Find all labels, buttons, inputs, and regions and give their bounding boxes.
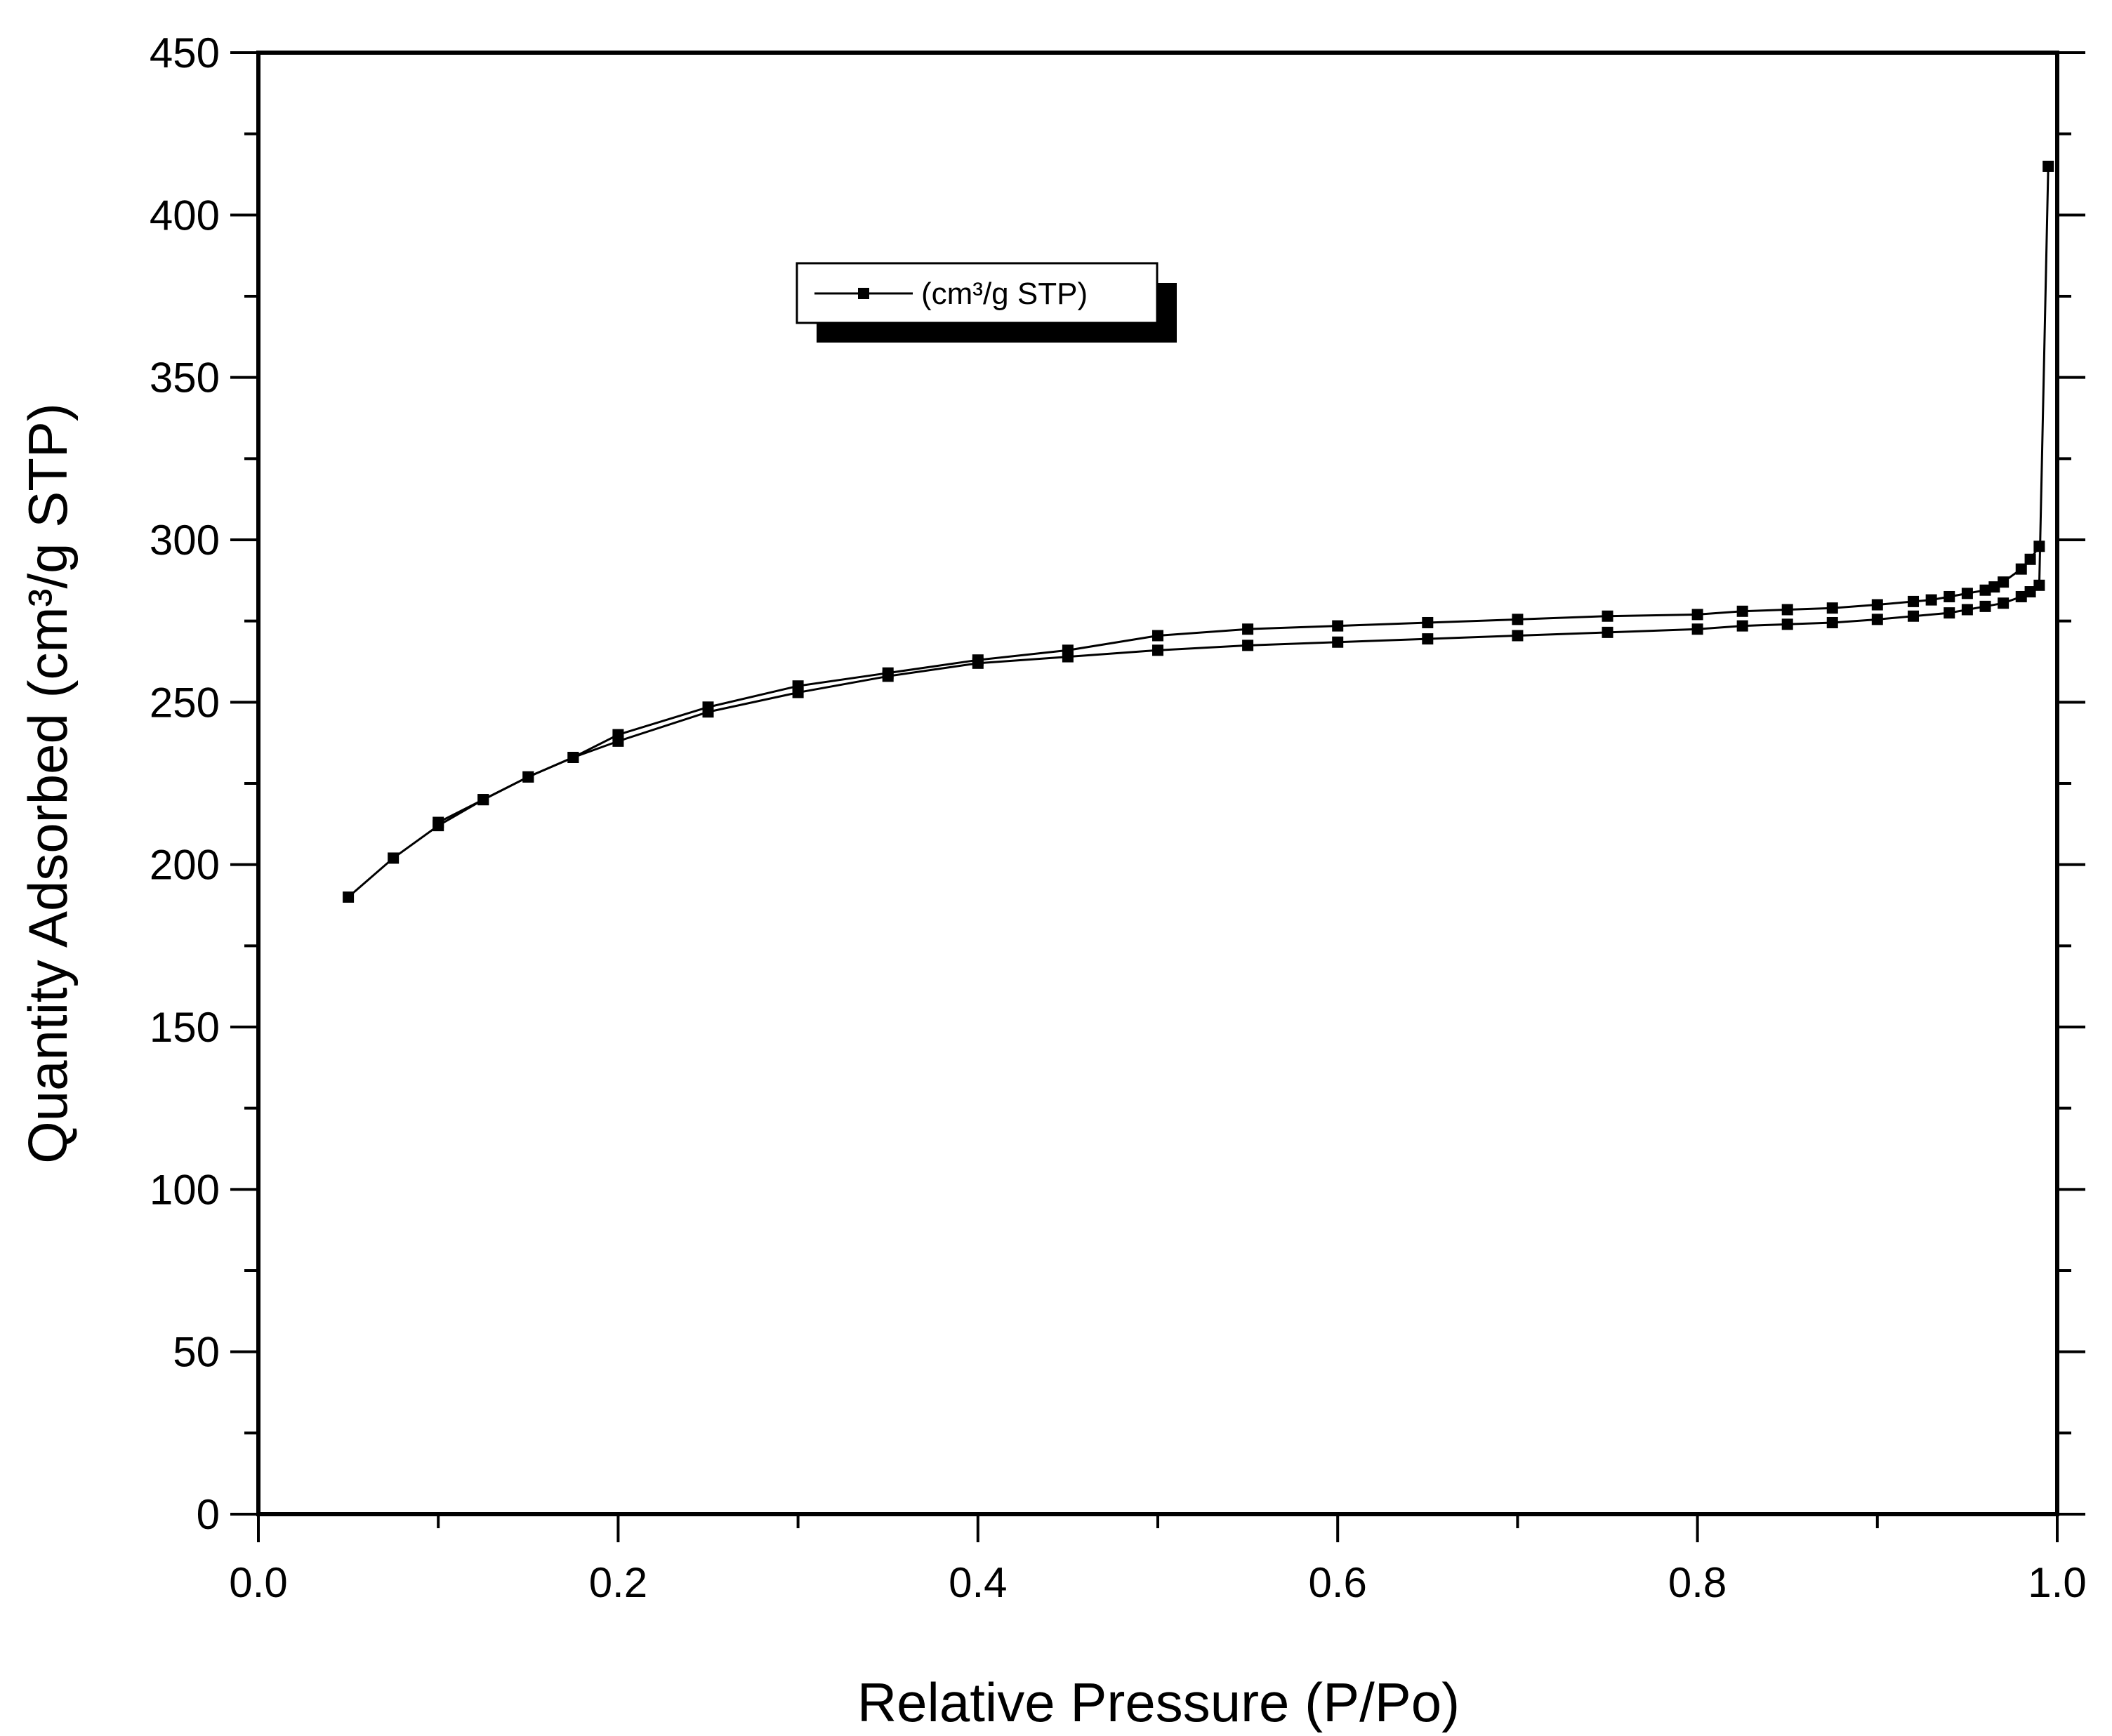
data-point-desorption bbox=[1988, 581, 2000, 593]
data-point-desorption bbox=[1998, 576, 2009, 588]
y-tick-label: 350 bbox=[150, 355, 220, 402]
data-point-desorption bbox=[433, 816, 444, 828]
y-tick-label: 0 bbox=[197, 1491, 220, 1538]
data-point-adsorption bbox=[1512, 630, 1524, 642]
data-point-adsorption bbox=[1152, 644, 1163, 656]
series-layer bbox=[343, 160, 2054, 903]
data-point-adsorption bbox=[1871, 614, 1883, 625]
x-tick-label: 0.8 bbox=[1668, 1559, 1727, 1606]
y-tick-label: 100 bbox=[150, 1166, 220, 1213]
data-point-desorption bbox=[1925, 594, 1937, 606]
data-point-desorption bbox=[522, 771, 534, 783]
legend-marker bbox=[858, 288, 869, 299]
data-point-adsorption bbox=[2015, 590, 2027, 602]
y-tick-label: 150 bbox=[150, 1004, 220, 1051]
y-axis-ticks bbox=[230, 51, 2085, 1516]
data-point-adsorption bbox=[1691, 623, 1703, 635]
data-point-desorption bbox=[2033, 541, 2045, 552]
data-point-adsorption bbox=[1908, 610, 1920, 622]
data-point-desorption bbox=[1961, 588, 1973, 599]
y-tick-label: 400 bbox=[150, 192, 220, 239]
data-point-adsorption bbox=[2033, 579, 2045, 591]
data-point-desorption bbox=[1979, 584, 1991, 596]
legend: (cm³/g STP) bbox=[796, 262, 1177, 343]
x-tick-label: 0.0 bbox=[229, 1559, 287, 1606]
x-tick-label: 0.2 bbox=[589, 1559, 647, 1606]
series-desorption bbox=[433, 541, 2045, 828]
data-point-desorption bbox=[1422, 616, 1434, 628]
x-tick-label: 0.6 bbox=[1308, 1559, 1366, 1606]
data-point-adsorption bbox=[1961, 604, 1973, 616]
data-point-desorption bbox=[612, 729, 624, 741]
x-axis-ticks bbox=[257, 1514, 2059, 1542]
data-point-desorption bbox=[2015, 563, 2027, 575]
y-tick-label: 200 bbox=[150, 842, 220, 889]
data-point-adsorption bbox=[1826, 616, 1838, 628]
y-tick-label: 450 bbox=[150, 29, 220, 77]
data-point-desorption bbox=[882, 667, 894, 679]
data-point-adsorption bbox=[1602, 626, 1613, 638]
data-point-desorption bbox=[1242, 623, 1254, 635]
data-point-desorption bbox=[1943, 590, 1955, 602]
data-point-adsorption bbox=[1242, 640, 1254, 651]
legend-entry-label: (cm³/g STP) bbox=[921, 277, 1088, 311]
data-point-desorption bbox=[1062, 644, 1074, 656]
x-axis-title: Relative Pressure (P/Po) bbox=[857, 1671, 1460, 1733]
y-axis-title: Quantity Adsorbed (cm³/g STP) bbox=[17, 403, 79, 1164]
data-point-desorption bbox=[1512, 614, 1524, 625]
y-axis-tick-labels: 0 50 100 150 200 250 300 350 400 450 bbox=[150, 29, 220, 1538]
data-point-desorption bbox=[477, 794, 489, 806]
data-point-adsorption bbox=[2024, 586, 2036, 598]
data-point-desorption bbox=[1736, 605, 1748, 617]
data-point-adsorption bbox=[1781, 618, 1793, 630]
data-point-desorption bbox=[1781, 604, 1793, 616]
data-point-desorption bbox=[1691, 609, 1703, 621]
data-point-adsorption bbox=[1943, 607, 1955, 619]
data-point-adsorption bbox=[1422, 633, 1434, 645]
data-point-adsorption bbox=[1998, 597, 2009, 609]
data-point-desorption bbox=[1826, 602, 1838, 614]
data-point-desorption bbox=[702, 701, 714, 713]
x-tick-label: 1.0 bbox=[2028, 1559, 2086, 1606]
data-point-adsorption bbox=[388, 852, 400, 864]
data-point-desorption bbox=[1332, 620, 1344, 632]
x-tick-label: 0.4 bbox=[949, 1559, 1007, 1606]
data-point-desorption bbox=[1152, 630, 1163, 642]
y-tick-label: 50 bbox=[173, 1329, 220, 1376]
data-point-desorption bbox=[792, 680, 804, 692]
data-point-desorption bbox=[1871, 599, 1883, 611]
x-axis-tick-labels: 0.0 0.2 0.4 0.6 0.8 1.0 bbox=[229, 1559, 2086, 1606]
data-point-adsorption bbox=[1736, 620, 1748, 632]
data-point-desorption bbox=[972, 654, 984, 666]
data-point-adsorption bbox=[1332, 636, 1344, 648]
y-tick-label: 250 bbox=[150, 679, 220, 726]
data-point-desorption bbox=[2024, 553, 2036, 565]
data-point-desorption bbox=[1908, 595, 1920, 607]
data-point-adsorption bbox=[1979, 600, 1991, 612]
data-point-desorption bbox=[567, 751, 579, 763]
y-tick-label: 300 bbox=[150, 517, 220, 564]
data-point-desorption bbox=[1602, 610, 1613, 622]
data-point-adsorption bbox=[2042, 160, 2054, 172]
data-point-adsorption bbox=[343, 891, 355, 903]
